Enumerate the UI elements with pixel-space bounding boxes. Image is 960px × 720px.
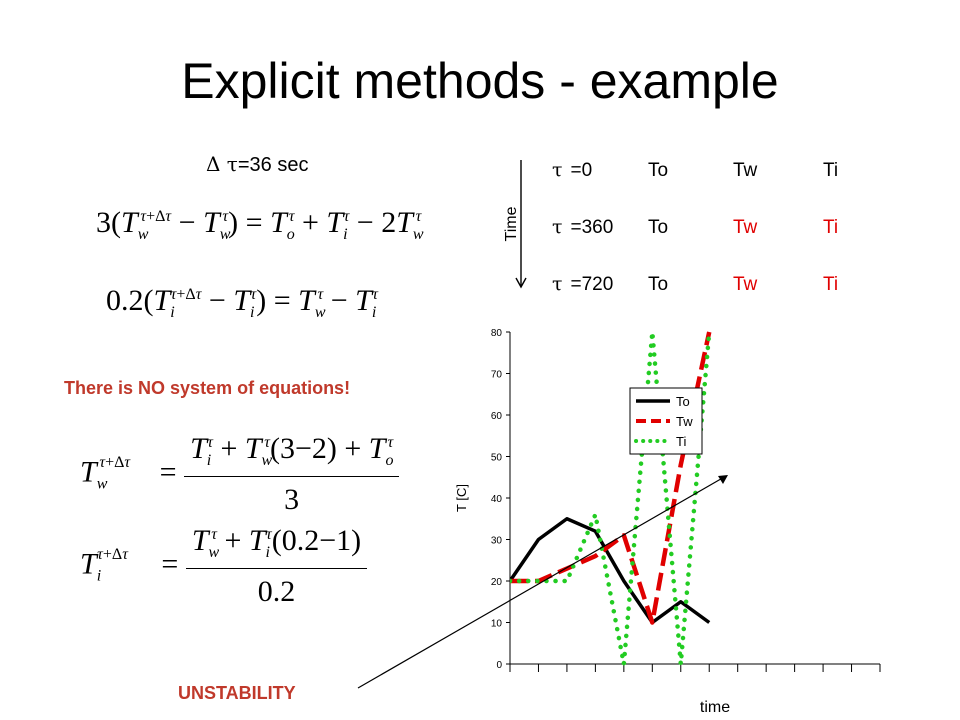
time-row-to: To: [648, 217, 668, 238]
time-row-tw: Tw: [733, 160, 758, 181]
tau-value: =720: [571, 274, 614, 295]
time-row-to: To: [648, 274, 668, 295]
equation-wall-balance: 3(Twτ+Δτ − Twτ) = Toτ + Tiτ − 2Twτ: [96, 206, 424, 243]
y-axis-title: T [C]: [454, 484, 469, 512]
y-tick-label: 20: [491, 577, 503, 588]
tau-symbol: τ: [552, 216, 563, 238]
arrow-head: [718, 475, 728, 484]
time-row-tw: Tw: [733, 274, 758, 295]
time-step-value: =36 sec: [237, 154, 309, 176]
y-tick-label: 40: [491, 494, 503, 505]
slide-title: Explicit methods - example: [181, 53, 779, 109]
time-axis-label: Time: [503, 206, 520, 241]
time-row-ti: Ti: [823, 160, 838, 181]
y-tick-label: 0: [496, 660, 502, 671]
y-tick-label: 80: [491, 328, 503, 339]
tau-value: =360: [571, 217, 614, 238]
time-table: Time τ =0 To Tw Ti τ =360 To Tw Ti τ =720 To Tw Ti: [503, 159, 838, 295]
unstability-label: UNSTABILITY: [178, 683, 296, 703]
eq4-denominator: 0.2: [257, 575, 296, 608]
series-line-ti: [510, 329, 712, 667]
time-step-label: Δ τ=36 sec: [206, 152, 308, 177]
eq2-coefficient: 0.2: [106, 284, 144, 317]
delta-tau-symbol: Δ τ: [206, 152, 238, 176]
tau-symbol: τ: [552, 273, 563, 295]
tau-symbol: τ: [552, 159, 563, 181]
time-row-to: To: [648, 160, 668, 181]
y-tick-label: 60: [491, 411, 503, 422]
temperature-chart: 0 10 20 30 40 50 60 70 80 T [C] time To Tw Ti: [454, 328, 881, 716]
equation-interior-balance: 0.2(Tiτ+Δτ − Tiτ) = Twτ − Tiτ: [106, 284, 379, 321]
legend-label-to: To: [676, 394, 690, 409]
no-system-note: There is NO system of equations!: [64, 378, 351, 398]
y-tick-label: 50: [491, 453, 503, 464]
y-tick-label: 30: [491, 536, 503, 547]
series-line-to: [510, 517, 711, 625]
eq4-fraction: Twτ + Tiτ(0.2−1) 0.2: [185, 524, 368, 609]
eq4-factor: (0.2−1): [271, 524, 362, 557]
time-row-tw: Tw: [733, 217, 758, 238]
unstability-arrow: [357, 475, 728, 689]
tau-value: =0: [571, 160, 593, 181]
time-row-ti: Ti: [823, 274, 838, 295]
eq1-factor: 2: [381, 206, 397, 239]
arrow-line: [357, 475, 727, 689]
legend-label-tw: Tw: [676, 414, 693, 429]
time-row-tau: τ =0: [552, 159, 592, 181]
x-axis-title: time: [700, 699, 730, 716]
eq3-factor: (3−2): [269, 432, 337, 465]
eq3-denominator: 3: [284, 483, 300, 516]
eq1-coefficient: 3: [96, 206, 111, 239]
y-tick-label: 10: [491, 619, 503, 630]
time-arrow-head: [515, 277, 527, 289]
equation-explicit-tw: Twτ+Δτ = Tiτ + Twτ(3−2) + Toτ 3: [80, 432, 400, 517]
y-tick-label: 70: [491, 370, 503, 381]
time-row-tau: τ =360: [552, 216, 613, 238]
equation-explicit-ti: Tiτ+Δτ = Twτ + Tiτ(0.2−1) 0.2: [80, 524, 368, 609]
eq3-fraction: Tiτ + Twτ(3−2) + Toτ 3: [184, 432, 400, 517]
series-line-tw: [510, 331, 712, 625]
legend-label-ti: Ti: [676, 434, 686, 449]
time-row-tau: τ =720: [552, 273, 613, 295]
time-row-ti: Ti: [823, 217, 838, 238]
